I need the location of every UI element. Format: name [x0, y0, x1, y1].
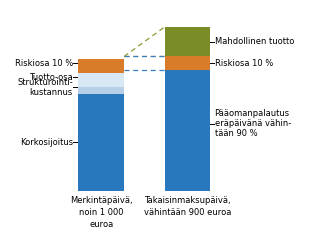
Bar	[165, 27, 210, 56]
Text: Strukturointi-
kustannus: Strukturointi- kustannus	[17, 78, 73, 97]
Text: Takaisinmaksupäivä,
vähintään 900 euroa: Takaisinmaksupäivä, vähintään 900 euroa	[144, 196, 231, 217]
Text: Riskiosa 10 %: Riskiosa 10 %	[215, 59, 273, 68]
Bar	[78, 94, 124, 191]
Text: Tuotto-osa: Tuotto-osa	[29, 73, 73, 82]
Text: Korkosijoitus: Korkosijoitus	[20, 138, 73, 147]
Bar	[78, 87, 124, 94]
Bar	[78, 73, 124, 87]
Text: Merkintäpäivä,
noin 1 000
euroa: Merkintäpäivä, noin 1 000 euroa	[70, 196, 132, 229]
Bar	[78, 59, 124, 73]
Text: Pääomanpalautus
eräpäivänä vähin-
tään 90 %: Pääomanpalautus eräpäivänä vähin- tään 9…	[215, 109, 291, 138]
Bar	[165, 70, 210, 191]
Text: Riskiosa 10 %: Riskiosa 10 %	[15, 59, 73, 68]
Bar	[165, 56, 210, 70]
Text: Mahdollinen tuotto: Mahdollinen tuotto	[215, 37, 294, 46]
